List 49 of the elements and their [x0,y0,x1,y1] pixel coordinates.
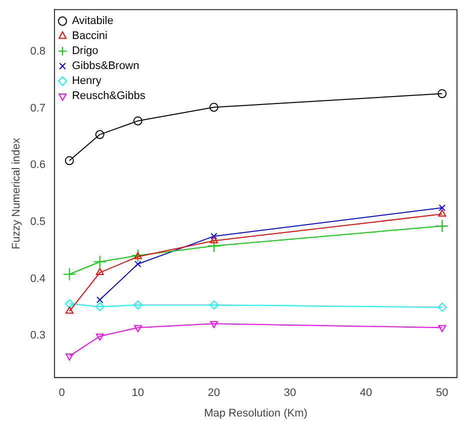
y-tick-label: 0.7 [30,102,46,114]
legend-label: Baccini [72,30,108,42]
point [95,302,104,312]
point [133,116,142,126]
point [96,268,104,276]
legend-label: Reusch&Gibbs [72,90,146,102]
point [209,102,218,112]
point [207,239,220,252]
legend-label: Drigo [72,45,98,58]
point [438,325,446,332]
y-tick-label: 0.5 [30,216,46,228]
y-axis-title: Fuzzy Numerical index [10,137,23,250]
legend-label: Gibbs&Brown [72,60,140,72]
point [438,210,446,217]
point [95,130,104,140]
y-tick-label: 0.4 [30,272,46,285]
x-tick-label: 20 [208,387,220,400]
x-axis-title: Map Resolution (Km) [204,407,308,420]
x-tick-label: 40 [360,387,372,400]
x-tick-label: 10 [132,387,144,400]
point [210,321,218,328]
point [210,236,218,244]
legend-label: Henry [72,75,102,88]
point [209,300,218,310]
y-tick-label: 0.3 [30,330,46,342]
point [131,249,144,262]
x-tick-label: 50 [436,387,448,400]
point [96,296,104,304]
point [64,299,74,308]
point [96,334,104,341]
point [64,156,74,166]
y-tick-label: 0.6 [30,159,46,172]
point [65,354,74,361]
point [133,300,142,310]
point [134,260,142,268]
x-tick-label: 0 [58,387,65,400]
point [436,219,449,232]
y-tick-label: 0.8 [30,46,46,58]
point [93,255,106,268]
point [210,232,218,240]
point [134,325,142,332]
point [438,204,446,212]
x-tick-label: 30 [284,387,296,400]
point [134,252,142,260]
point [438,302,447,312]
point [62,268,76,281]
point [438,89,447,98]
point [65,306,74,314]
legend-label: Avitabile [72,15,114,28]
